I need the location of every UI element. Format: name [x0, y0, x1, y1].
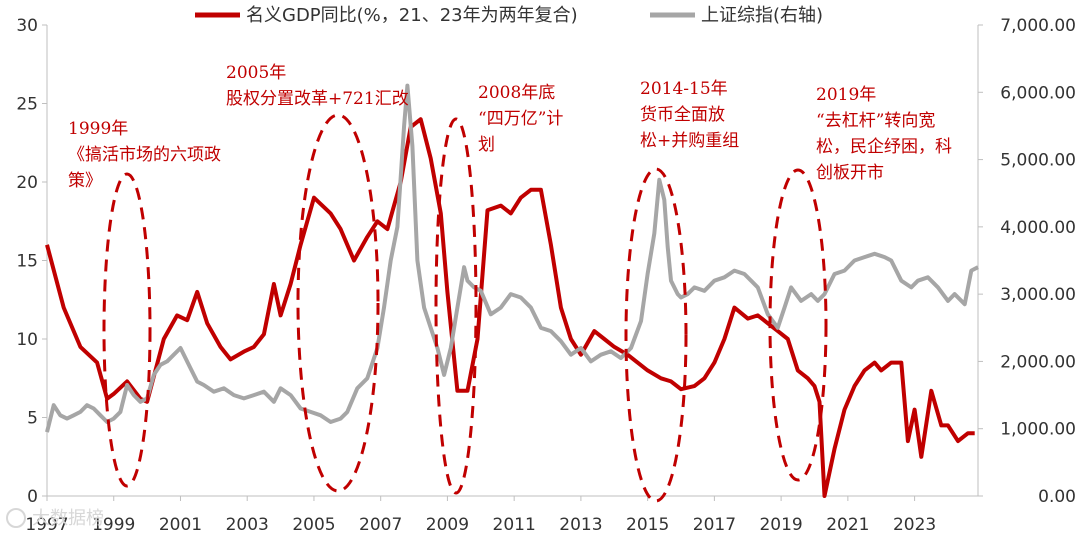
x-tick-label: 1997	[25, 515, 68, 535]
index-series-line	[45, 83, 979, 433]
watermark-text: 大数据榜	[32, 508, 104, 529]
x-tick-label: 2003	[226, 515, 269, 535]
annotation-2005: 2005年 股权分置改革+721汇改	[226, 63, 409, 109]
gdp-series-line	[45, 117, 975, 498]
legend: 名义GDP同比(%，21、23年为两年复合) 上证综指(右轴)	[195, 5, 823, 26]
left-tick-label: 10	[16, 330, 38, 350]
x-tick-label: 2007	[359, 515, 402, 535]
right-tick-label: 3,000.00	[1000, 285, 1076, 305]
x-tick-label: 2011	[493, 515, 536, 535]
right-tick-label: 4,000.00	[1000, 218, 1076, 238]
annotation-1999-line-2: 《搞活市场的六项政	[68, 145, 221, 165]
highlight-ellipse-2005	[296, 113, 380, 493]
highlight-ellipse-2019	[768, 168, 828, 482]
annotation-2019-line-3: 松，民企纾困，科	[816, 137, 952, 157]
annotation-2005-line-1: 2005年	[226, 63, 286, 83]
right-tick-label: 7,000.00	[1000, 16, 1076, 36]
annotation-2008-line-3: 划	[478, 135, 495, 155]
x-tick-label: 2023	[893, 515, 936, 535]
annotation-2019-line-2: “去杠杆”转向宽	[816, 111, 935, 131]
right-tick-label: 0.00	[1038, 487, 1076, 507]
highlight-ellipse-2008	[434, 117, 478, 495]
annotation-2014-line-3: 松+并购重组	[640, 131, 739, 151]
x-tick-label: 2019	[759, 515, 802, 535]
annotation-2008: 2008年底 “四万亿”计 划	[478, 83, 569, 155]
left-tick-label: 0	[27, 487, 38, 507]
legend-label-gdp: 名义GDP同比(%，21、23年为两年复合)	[246, 5, 578, 26]
watermark-logo-icon	[6, 508, 26, 528]
watermark: 大数据榜	[6, 508, 104, 529]
x-tick-label: 2005	[292, 515, 335, 535]
x-tick-label: 2015	[626, 515, 669, 535]
right-tick-labels: 0.00 1,000.00 2,000.00 3,000.00 4,000.00 5,00…	[978, 16, 1076, 507]
annotation-2019-line-4: 创板开市	[816, 163, 884, 183]
highlight-ellipse-1999	[102, 172, 152, 488]
annotation-2008-line-2: “四万亿”计	[478, 109, 563, 129]
right-tick-label: 5,000.00	[1000, 151, 1076, 171]
left-tick-label: 30	[16, 16, 38, 36]
left-tick-labels: 0 5 10 15 20 25 30	[16, 16, 47, 507]
legend-label-index: 上证综指(右轴)	[701, 5, 823, 26]
annotation-1999-line-1: 1999年	[68, 119, 128, 139]
annotation-2005-line-2: 股权分置改革+721汇改	[226, 89, 409, 109]
right-tick-label: 2,000.00	[1000, 352, 1076, 372]
left-tick-label: 25	[16, 95, 38, 115]
annotation-2019-line-1: 2019年	[816, 85, 876, 105]
x-tick-label: 2021	[826, 515, 869, 535]
x-tick-label: 2017	[693, 515, 736, 535]
x-tick-label: 1999	[92, 515, 135, 535]
x-tick-labels: 1997 1999 2001 2003 2005 2007 2009 2011 2013 2015…	[25, 496, 936, 535]
left-tick-label: 15	[16, 252, 38, 272]
annotation-2008-line-1: 2008年底	[478, 83, 555, 103]
right-tick-label: 6,000.00	[1000, 83, 1076, 103]
x-tick-label: 2001	[159, 515, 202, 535]
annotation-2014-line-2: 货币全面放	[640, 105, 725, 125]
annotation-2019: 2019年 “去杠杆”转向宽 松，民企纾困，科 创板开市	[816, 85, 957, 183]
annotation-2014-line-1: 2014-15年	[640, 79, 728, 99]
left-tick-label: 20	[16, 173, 38, 193]
x-tick-label: 2009	[426, 515, 469, 535]
annotation-1999-line-3: 策》	[68, 171, 102, 191]
x-tick-label: 2013	[559, 515, 602, 535]
annotation-1999: 1999年 《搞活市场的六项政 策》	[68, 119, 226, 191]
right-tick-label: 1,000.00	[1000, 420, 1076, 440]
annotation-2014: 2014-15年 货币全面放 松+并购重组	[640, 79, 739, 151]
highlight-ellipse-2015	[624, 167, 688, 503]
left-tick-label: 5	[27, 409, 38, 429]
